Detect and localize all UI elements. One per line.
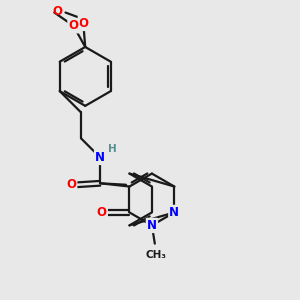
Text: H: H (108, 144, 117, 154)
Text: O: O (68, 19, 79, 32)
Text: O: O (79, 17, 89, 30)
Text: N: N (95, 151, 105, 164)
Text: CH₃: CH₃ (146, 250, 167, 260)
Text: O: O (66, 178, 76, 191)
Text: N: N (169, 206, 179, 219)
Text: N: N (147, 219, 157, 232)
Text: O: O (97, 206, 107, 219)
Text: O: O (52, 4, 63, 18)
